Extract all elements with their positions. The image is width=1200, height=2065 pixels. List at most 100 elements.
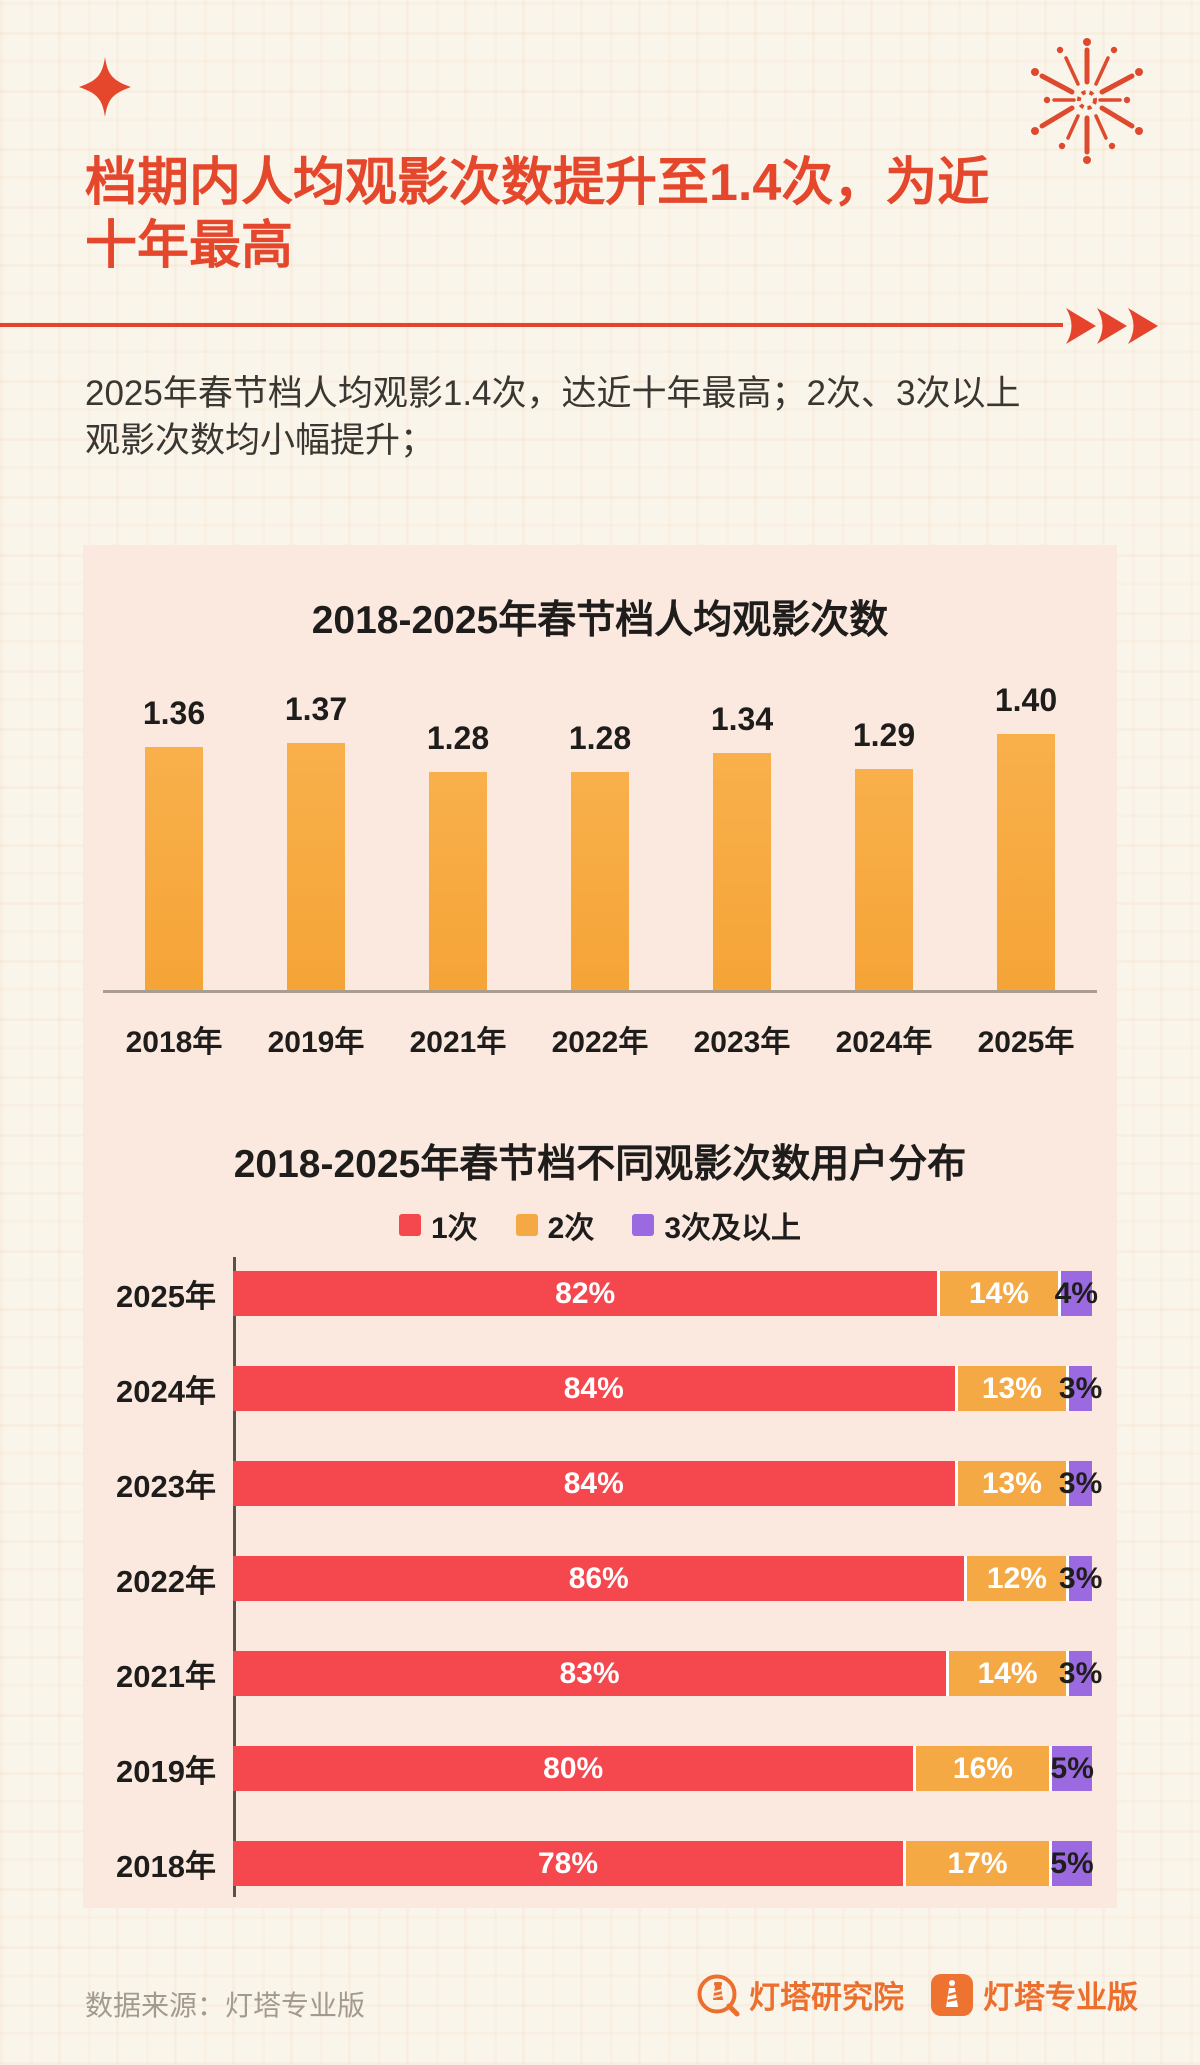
segment-value-label: 83%	[559, 1656, 620, 1690]
bar-segment-3次及以上: 3%	[1059, 1366, 1102, 1411]
fireworks-icon	[1031, 38, 1143, 164]
row-year-label: 2024年	[116, 1374, 216, 1409]
stacked-bar: 80% 16% 5%	[233, 1746, 1094, 1791]
bar-column-2024年: 1.29	[813, 645, 955, 990]
bar-value-label: 1.28	[426, 720, 490, 756]
segment-value-label: 5%	[1050, 1751, 1094, 1785]
segment-value-label: 13%	[981, 1466, 1042, 1500]
chart-row-2019年: 2019年 80% 16% 5%	[83, 1746, 1095, 1791]
segment-value-label: 80%	[543, 1751, 604, 1785]
segment-value-label: 3%	[1059, 1561, 1103, 1595]
bar-segment-1次: 80%	[233, 1746, 914, 1791]
row-year-label: 2021年	[116, 1659, 216, 1694]
row-year-label: 2023年	[116, 1469, 216, 1504]
bar-value-label: 1.29	[852, 717, 916, 753]
bar-segment-2次: 13%	[954, 1366, 1067, 1411]
footer-logos: 灯塔研究院 灯塔专业版	[696, 1972, 1138, 2017]
legend-label: 2次	[547, 1212, 595, 1245]
bar	[855, 769, 913, 990]
legend-item: 1次	[398, 1203, 478, 1247]
beacon-research-logo: 灯塔研究院	[696, 1972, 904, 2017]
segment-value-label: 82%	[555, 1276, 616, 1310]
bar-segment-1次: 86%	[233, 1556, 965, 1601]
bar-value-label: 1.34	[710, 701, 774, 737]
segment-value-label: 12%	[986, 1561, 1047, 1595]
segment-value-label: 4%	[1054, 1276, 1098, 1310]
data-source-text: 数据来源：灯塔专业版	[85, 1990, 366, 2021]
segment-value-label: 17%	[947, 1846, 1008, 1880]
bar	[145, 747, 203, 990]
stacked-bar: 84% 13% 3%	[233, 1366, 1102, 1411]
legend-label: 3次及以上	[664, 1212, 802, 1245]
beacon-pro-icon	[931, 1973, 973, 2016]
chart-row-2021年: 2021年 83% 14% 3%	[83, 1651, 1102, 1696]
segment-value-label: 84%	[563, 1466, 624, 1500]
segment-value-label: 3%	[1058, 1466, 1103, 1500]
legend-item: 3次及以上	[632, 1203, 801, 1247]
bar-value-label: 1.36	[142, 695, 206, 731]
beacon-research-label: 灯塔研究院	[749, 1980, 904, 2015]
row-year-label: 2022年	[116, 1564, 216, 1599]
row-year-label: 2018年	[116, 1849, 216, 1884]
bar	[287, 743, 345, 990]
page-title: 档期内人均观影次数提升至1.4次，为近十年最高	[85, 154, 990, 275]
bar-segment-1次: 83%	[233, 1651, 946, 1696]
stacked-bar: 82% 14% 4%	[233, 1271, 1098, 1316]
stacked-bar: 86% 12% 3%	[233, 1556, 1102, 1601]
bar	[571, 772, 629, 990]
legend-swatch	[515, 1214, 538, 1236]
chart2-rows: 2025年 82% 14% 4% 2024年 84% 13% 3% 2023年 84% 13% 3% 2…	[83, 1257, 1102, 1936]
bar-segment-3次及以上: 5%	[1049, 1841, 1094, 1886]
category-label: 2018年	[125, 1026, 223, 1059]
bar-segment-1次: 82%	[233, 1271, 938, 1316]
category-label: 2024年	[835, 1026, 933, 1059]
bar-segment-3次及以上: 5%	[1049, 1746, 1094, 1791]
bar-segment-3次及以上: 3%	[1059, 1556, 1102, 1601]
beacon-research-icon	[697, 1974, 740, 2016]
bar-column-2025年: 1.40	[955, 645, 1097, 990]
bar-column-2022年: 1.28	[529, 645, 671, 990]
bar-segment-2次: 16%	[913, 1746, 1050, 1791]
triple-arrow-right-icon	[1066, 308, 1158, 344]
chart-row-2018年: 2018年 78% 17% 5%	[83, 1841, 1095, 1886]
segment-value-label: 14%	[977, 1656, 1038, 1690]
bar-segment-1次: 84%	[233, 1366, 955, 1411]
divider-line	[0, 323, 1063, 327]
bar-value-label: 1.28	[568, 720, 632, 756]
stacked-bar: 83% 14% 3%	[233, 1651, 1102, 1696]
bar-segment-2次: 17%	[903, 1841, 1050, 1886]
bar-segment-1次: 78%	[233, 1841, 904, 1886]
category-label: 2023年	[693, 1026, 791, 1059]
intro-text: 2025年春节档人均观影1.4次，达近十年最高；2次、3次以上观影次数均小幅提升…	[85, 374, 1021, 460]
bar-segment-3次及以上: 3%	[1059, 1461, 1102, 1506]
bar-segment-3次及以上: 4%	[1055, 1271, 1098, 1316]
row-year-label: 2019年	[116, 1754, 216, 1789]
bar	[429, 772, 487, 990]
legend-item: 2次	[515, 1203, 595, 1247]
chart-row-2025年: 2025年 82% 14% 4%	[83, 1271, 1098, 1316]
segment-value-label: 3%	[1058, 1656, 1103, 1690]
legend-label: 1次	[430, 1212, 478, 1245]
bar-value-label: 1.37	[284, 691, 348, 727]
bar-column-2018年: 1.36	[103, 645, 245, 990]
category-label: 2025年	[977, 1026, 1075, 1059]
chart1-plot: 1.36 1.37 1.28 1.28 1.34 1.29 1.40	[103, 645, 1097, 993]
bar	[997, 734, 1055, 990]
chart1-category-axis: 2018年 2019年 2021年 2022年 2023年 2024年 2025年	[103, 1017, 1097, 1061]
category-label: 2019年	[267, 1026, 365, 1059]
beacon-pro-label: 灯塔专业版	[983, 1980, 1138, 2015]
bar-column-2021年: 1.28	[387, 645, 529, 990]
bar-value-label: 1.40	[994, 682, 1058, 718]
legend-swatch	[398, 1214, 421, 1236]
divider	[0, 306, 1200, 344]
bar-segment-2次: 14%	[937, 1271, 1058, 1316]
segment-value-label: 86%	[568, 1561, 629, 1595]
stacked-bar: 84% 13% 3%	[233, 1461, 1102, 1506]
chart1-title: 2018-2025年春节档人均观影次数	[311, 599, 889, 642]
sparkle-icon	[79, 57, 131, 117]
segment-value-label: 78%	[537, 1846, 599, 1880]
chart2-title: 2018-2025年春节档不同观影次数用户分布	[233, 1143, 967, 1186]
segment-value-label: 5%	[1050, 1846, 1094, 1880]
bar-column-2019年: 1.37	[245, 645, 387, 990]
